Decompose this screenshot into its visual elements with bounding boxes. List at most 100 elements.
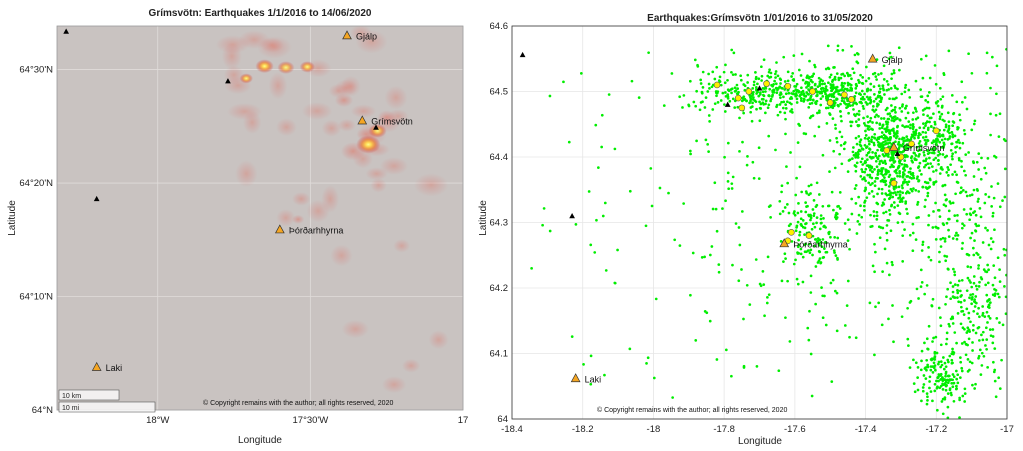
quake-point	[809, 352, 813, 356]
quake-point	[767, 205, 771, 209]
quake-point	[924, 99, 928, 102]
quake-point	[815, 221, 818, 225]
quake-point	[733, 86, 737, 90]
quake-point	[877, 301, 881, 305]
volcano-label: Grímsvötn	[371, 117, 413, 127]
right-x-tick-label: -17.8	[713, 424, 735, 435]
quake-point	[829, 281, 833, 285]
quake-point	[827, 232, 831, 236]
quake-point	[887, 137, 890, 141]
quake-point	[694, 104, 698, 108]
quake-point	[993, 347, 997, 350]
quake-point	[836, 48, 840, 52]
heat-haze	[341, 319, 369, 339]
quake-point	[938, 86, 942, 90]
quake-point	[901, 175, 905, 179]
quake-point	[829, 83, 833, 86]
quake-point	[946, 416, 950, 419]
quake-point	[791, 111, 794, 114]
quake-point	[796, 211, 800, 215]
quake-point	[901, 124, 904, 127]
quake-point	[993, 276, 997, 280]
quake-point	[926, 363, 929, 367]
quake-point	[901, 171, 905, 174]
quake-point	[883, 198, 886, 201]
quake-point	[926, 399, 929, 402]
quake-point	[923, 138, 927, 142]
quake-point	[915, 145, 919, 149]
heat-haze	[337, 118, 356, 132]
quake-point	[914, 361, 918, 365]
quake-point	[595, 218, 598, 222]
quake-point	[867, 97, 870, 101]
quake-point	[937, 162, 940, 166]
quake-point	[930, 141, 934, 145]
scale-bar: 10 km 10 mi	[58, 389, 156, 413]
quake-point	[921, 243, 925, 246]
quake-point	[951, 290, 955, 294]
quake-point	[779, 96, 782, 100]
heat-hotspot	[299, 61, 315, 73]
quake-point	[951, 317, 955, 320]
quake-point	[881, 84, 885, 88]
quake-point	[903, 178, 907, 181]
quake-point	[963, 387, 967, 391]
quake-point	[813, 63, 816, 67]
quake-point	[757, 177, 761, 180]
heat-haze	[223, 65, 244, 85]
quake-point	[910, 177, 914, 180]
heat-hotspot	[401, 358, 421, 373]
quake-point	[807, 83, 811, 86]
quake-point	[906, 183, 910, 186]
quake-point	[589, 382, 593, 386]
quake-point	[906, 212, 909, 215]
quake-point	[966, 358, 970, 361]
heat-haze	[384, 85, 408, 110]
quake-point	[917, 190, 921, 193]
quake-point	[984, 344, 987, 347]
quake-point	[925, 392, 929, 396]
quake-point	[979, 177, 983, 181]
quake-point	[921, 185, 925, 189]
quake-point	[887, 170, 890, 174]
quake-point	[912, 187, 915, 190]
quake-point	[916, 365, 920, 369]
quake-point	[877, 73, 880, 76]
quake-point	[695, 139, 698, 143]
quake-point	[991, 240, 995, 244]
heatmap-chart: Grímsvötn: Earthquakes 1/1/2016 to 14/06…	[7, 8, 468, 446]
quake-point	[727, 89, 731, 93]
quake-point	[924, 377, 928, 380]
quake-point	[829, 235, 832, 239]
quake-point	[714, 207, 718, 211]
quake-point	[848, 228, 851, 231]
quake-point	[856, 52, 860, 56]
quake-point	[795, 176, 798, 180]
quake-point	[815, 94, 818, 98]
quake-point	[801, 225, 805, 229]
quake-point	[908, 96, 912, 99]
quake-point	[936, 376, 940, 380]
quake-point	[947, 124, 951, 128]
quake-point	[954, 387, 958, 391]
quake-point	[706, 142, 710, 146]
quake-point	[972, 161, 976, 165]
quake-point	[900, 162, 904, 166]
quake-point	[981, 305, 985, 308]
quake-point	[964, 153, 968, 157]
quake-point	[925, 187, 929, 190]
quake-point	[893, 108, 896, 112]
quake-point	[946, 111, 950, 115]
quake-point	[819, 261, 822, 265]
quake-point	[917, 142, 921, 145]
quake-point	[945, 384, 948, 387]
quake-point	[896, 117, 899, 120]
quake-point	[654, 297, 658, 301]
quake-point	[821, 316, 825, 320]
quake-point	[943, 361, 947, 365]
large-event-marker	[841, 91, 848, 99]
large-event-marker	[734, 94, 742, 102]
quake-point	[731, 97, 735, 101]
quake-point	[913, 390, 917, 394]
large-event-marker	[908, 140, 915, 148]
